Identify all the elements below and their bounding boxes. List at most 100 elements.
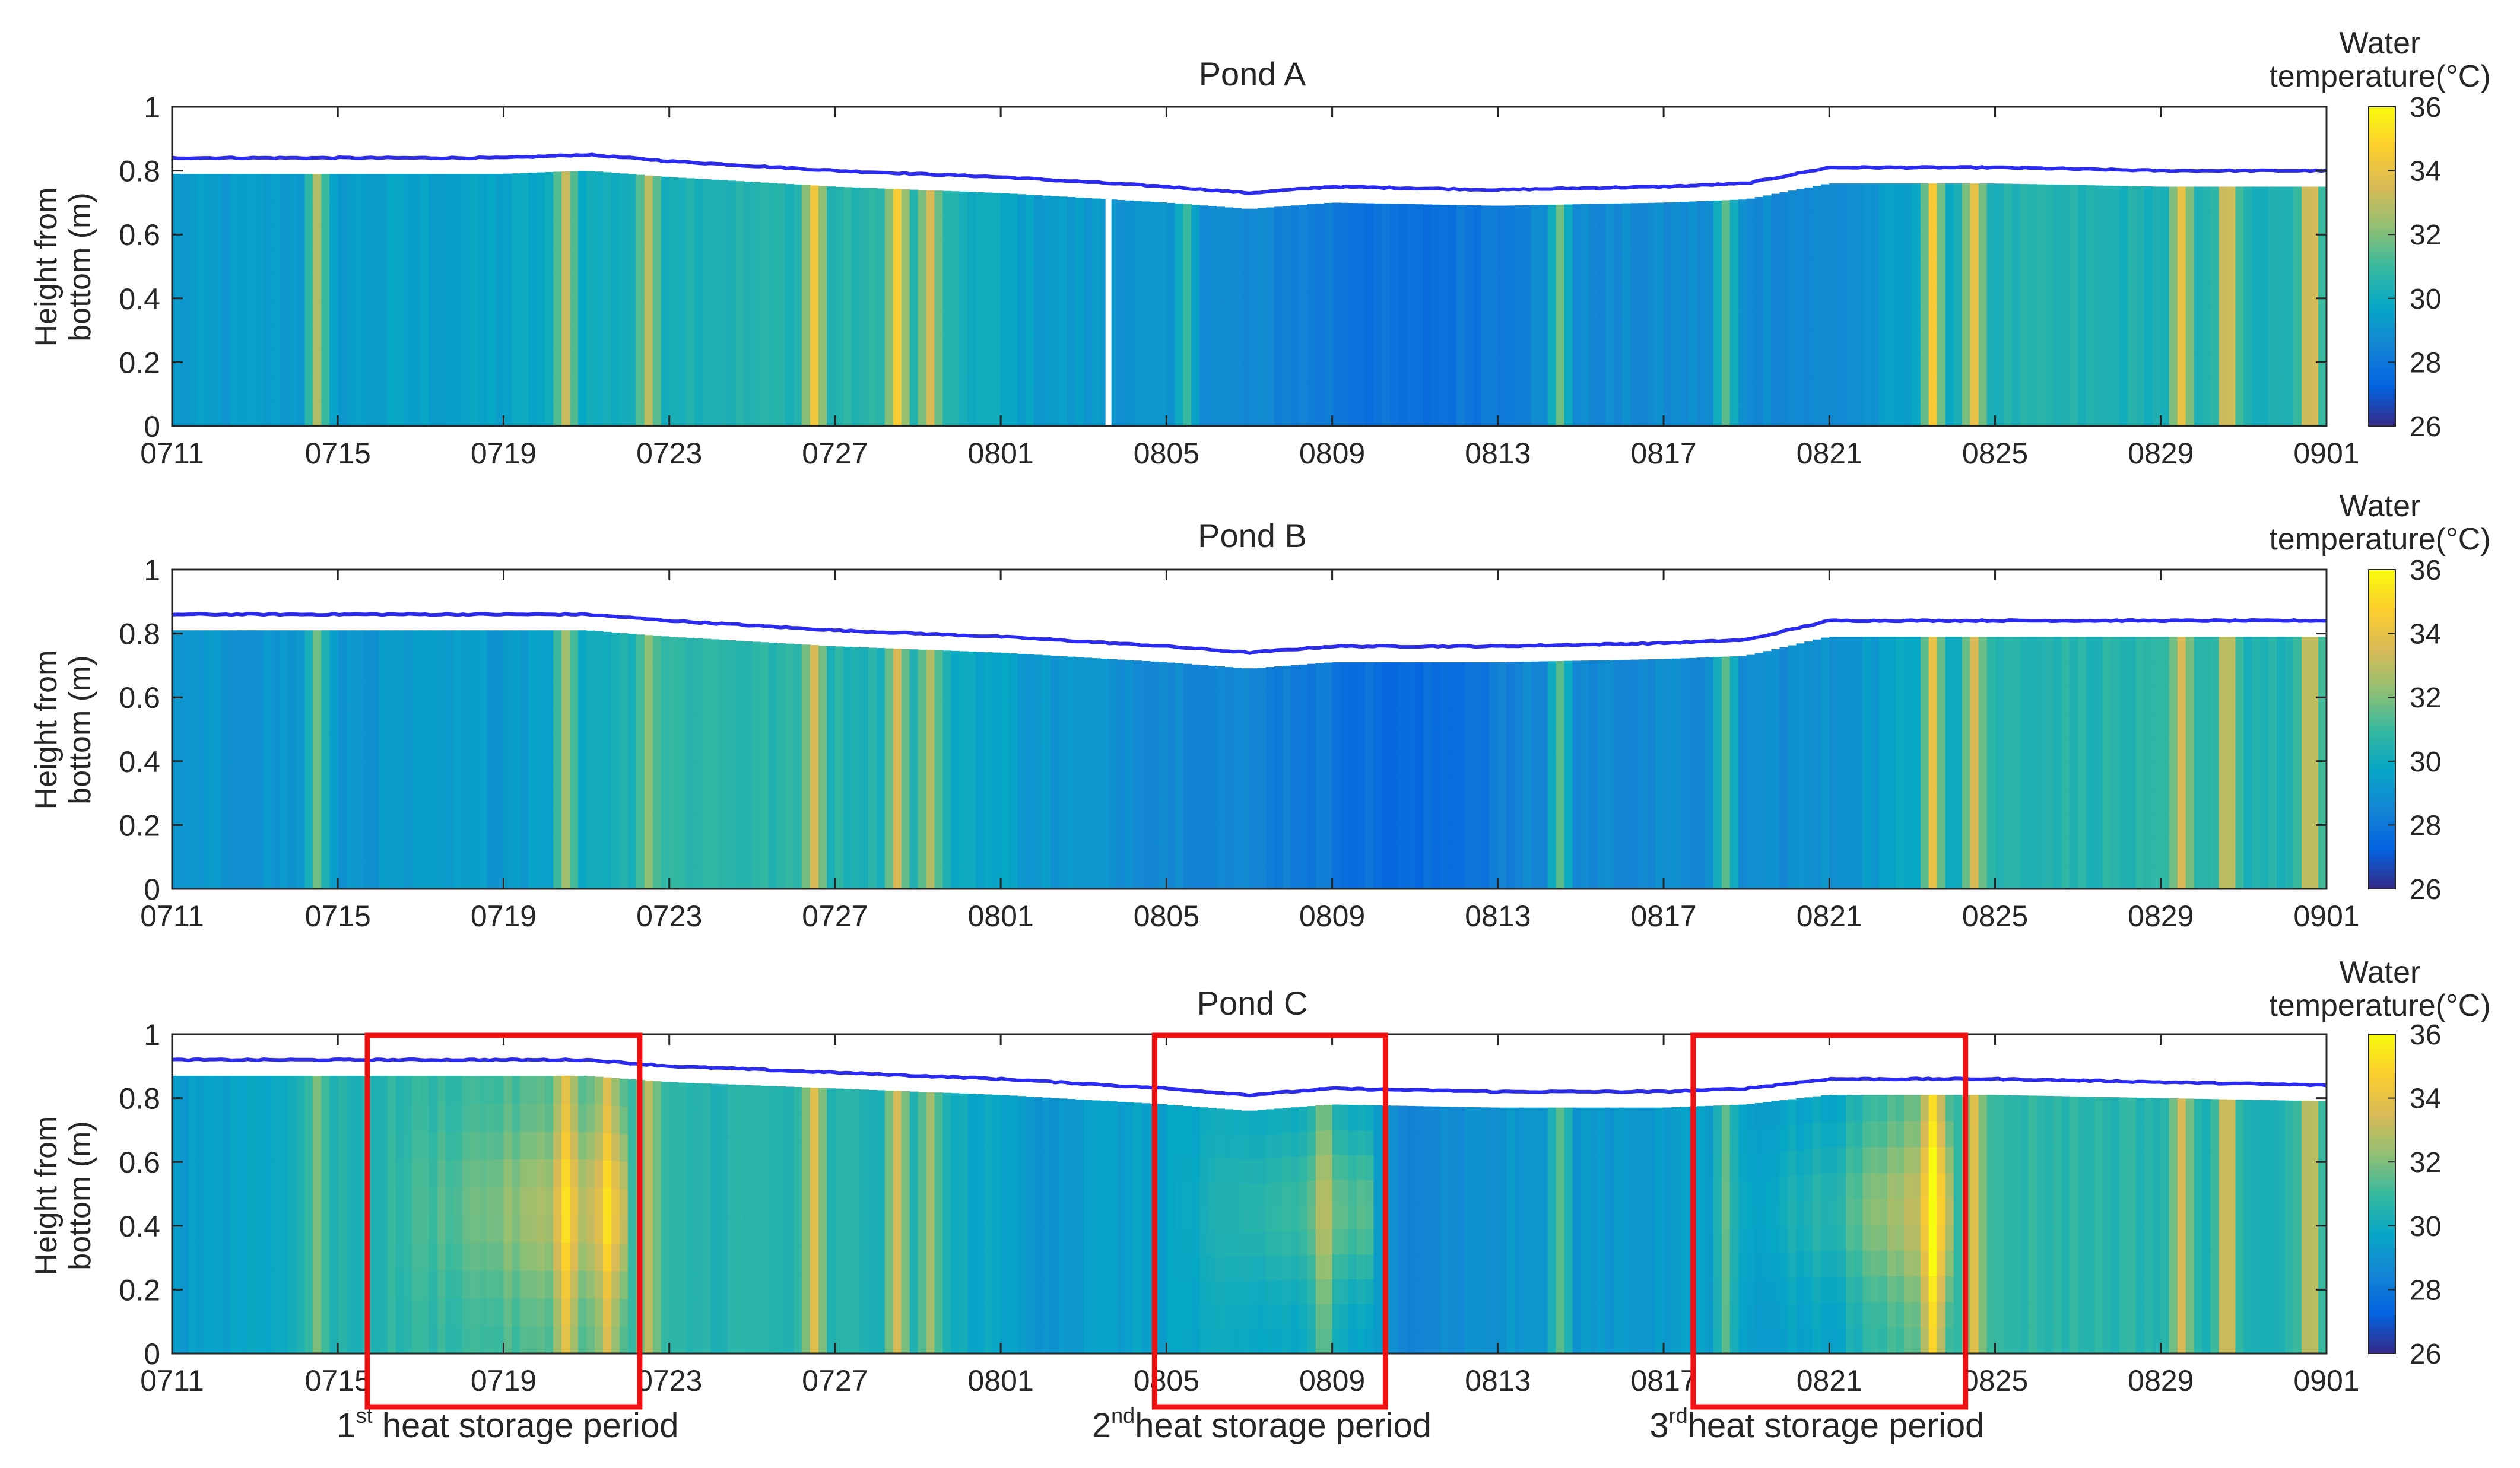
heatmap-cell xyxy=(611,249,620,275)
heatmap-cell xyxy=(1597,866,1607,889)
heatmap-cell xyxy=(2028,402,2037,427)
heatmap-cell xyxy=(702,638,712,665)
heatmap-cell xyxy=(2318,282,2327,307)
heatmap-cell xyxy=(1754,265,1764,290)
heatmap-column xyxy=(470,174,480,427)
heatmap-cell xyxy=(1664,843,1672,867)
heatmap-cell xyxy=(1497,272,1507,294)
heatmap-cell xyxy=(1664,314,1672,338)
heatmap-cell xyxy=(487,708,496,735)
heatmap-cell xyxy=(1340,247,1350,271)
heatmap-cell xyxy=(677,202,687,228)
heatmap-cell xyxy=(644,401,653,427)
heatmap-cell xyxy=(1009,724,1018,748)
heatmap-column xyxy=(976,192,985,427)
heatmap-cell xyxy=(769,402,777,427)
heatmap-cell xyxy=(976,723,985,748)
heatmap-cell xyxy=(578,733,587,760)
heatmap-cell xyxy=(2169,258,2178,283)
heatmap-cell xyxy=(478,199,488,225)
heatmap-cell xyxy=(2045,208,2054,234)
heatmap-cell xyxy=(296,656,306,683)
heatmap-cell xyxy=(1001,333,1010,357)
heatmap-cell xyxy=(221,249,231,275)
heatmap-cell xyxy=(1705,336,1714,359)
heatmap-cell xyxy=(1199,293,1208,316)
heatmap-cell xyxy=(1365,403,1375,427)
heatmap-cell xyxy=(313,708,322,735)
heatmap-cell xyxy=(429,682,438,708)
heatmap-cell xyxy=(1373,662,1383,685)
heatmap-column xyxy=(644,635,653,889)
heatmap-cell xyxy=(934,841,944,866)
heatmap-cell xyxy=(1191,799,1201,822)
heatmap-cell xyxy=(1034,865,1043,889)
heatmap-cell xyxy=(313,174,322,200)
heatmap-cell xyxy=(1473,360,1482,383)
heatmap-column xyxy=(1920,183,1929,427)
heatmap-cell xyxy=(2277,306,2286,331)
heatmap-cell xyxy=(2235,282,2245,307)
heatmap-cell xyxy=(570,375,579,401)
heatmap-cell xyxy=(1042,380,1051,403)
heatmap-cell xyxy=(1001,865,1010,889)
heatmap-cell xyxy=(1837,353,1847,378)
heatmap-cell xyxy=(1597,293,1607,316)
heatmap-column xyxy=(429,174,438,427)
heatmap-cell xyxy=(1995,256,2004,281)
heatmap-cell xyxy=(1448,776,1457,799)
heatmap-column xyxy=(818,186,827,427)
heatmap-cell xyxy=(1572,226,1582,249)
heatmap-cell xyxy=(528,733,538,760)
heatmap-cell xyxy=(827,670,836,695)
heatmap-cell xyxy=(769,840,777,865)
heatmap-cell xyxy=(1481,316,1490,339)
heatmap-cell xyxy=(777,232,786,257)
heatmap-cell xyxy=(2053,257,2062,282)
heatmap-cell xyxy=(462,376,471,402)
heatmap-cell xyxy=(884,189,894,213)
heatmap-cell xyxy=(810,718,819,743)
heatmap-cell xyxy=(951,191,960,215)
heatmap-cell xyxy=(1224,711,1233,735)
heatmap-cell xyxy=(1282,665,1291,689)
heatmap-cell xyxy=(1116,774,1126,798)
heatmap-cell xyxy=(1746,403,1756,427)
heatmap-column xyxy=(1804,187,1814,427)
heatmap-column xyxy=(354,630,363,889)
heatmap-cell xyxy=(1265,844,1275,868)
heatmap-cell xyxy=(520,173,529,199)
heatmap-cell xyxy=(760,231,770,256)
heatmap-cell xyxy=(445,275,455,301)
heatmap-cell xyxy=(1398,662,1408,685)
heatmap-cell xyxy=(1175,798,1184,822)
heatmap-cell xyxy=(1216,777,1225,800)
heatmap-cell xyxy=(462,811,471,838)
heatmap-cell xyxy=(1995,402,2004,427)
heatmap-cell xyxy=(901,331,910,356)
heatmap-cell xyxy=(1655,682,1664,706)
heatmap-cell xyxy=(2045,184,2054,209)
heatmap-cell xyxy=(388,174,396,200)
heatmap-cell xyxy=(379,760,388,786)
heatmap-column xyxy=(901,649,910,889)
heatmap-cell xyxy=(1274,666,1283,689)
heatmap-cell xyxy=(1514,843,1524,867)
heatmap-cell xyxy=(188,708,198,735)
heatmap-cell xyxy=(2020,256,2029,281)
heatmap-column xyxy=(636,634,645,889)
heatmap-cell xyxy=(1605,248,1615,271)
heatmap-column xyxy=(1058,196,1068,427)
heatmap-cell xyxy=(528,325,538,351)
heatmap-cell xyxy=(545,785,554,812)
heatmap-cell xyxy=(1075,243,1084,267)
heatmap-cell xyxy=(1738,313,1747,336)
heatmap-cell xyxy=(694,401,703,427)
heatmap-column xyxy=(296,630,306,889)
heatmap-cell xyxy=(1829,208,1839,233)
heatmap-cell xyxy=(1017,333,1026,357)
heatmap-cell xyxy=(180,811,189,838)
heatmap-cell xyxy=(354,785,363,812)
heatmap-cell xyxy=(1067,726,1076,750)
heatmap-cell xyxy=(1299,360,1308,383)
